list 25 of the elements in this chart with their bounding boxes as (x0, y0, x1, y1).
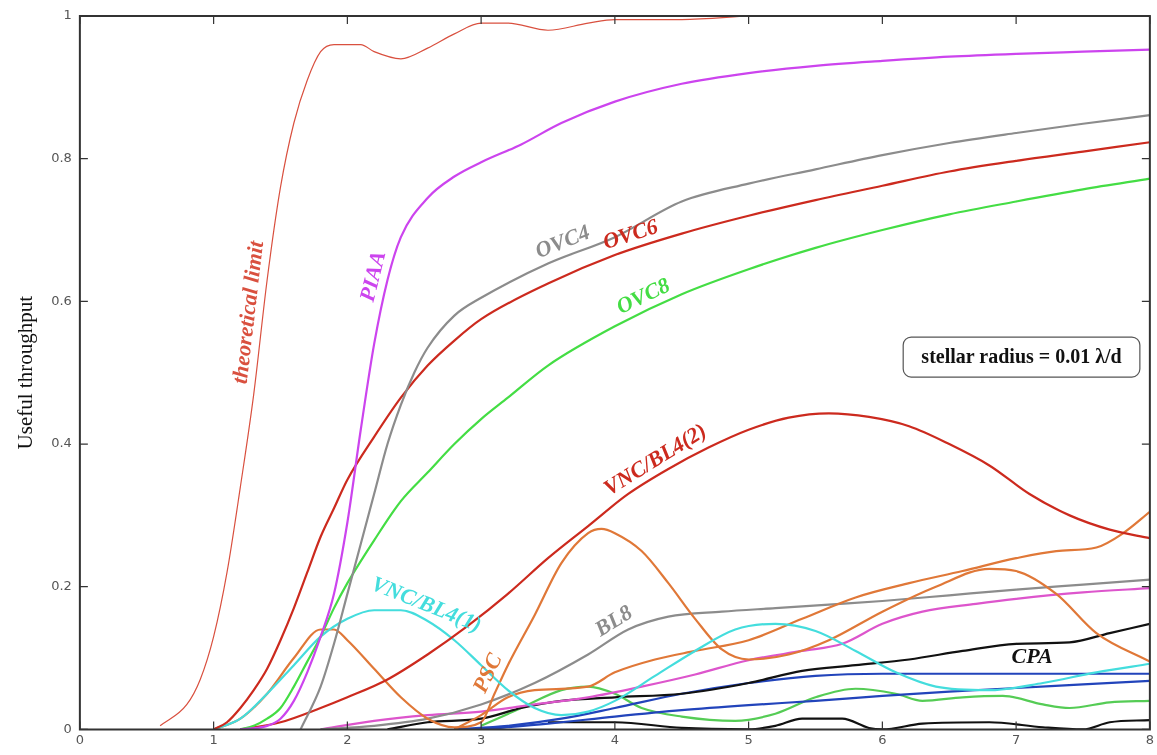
y-tick-label: 0 (63, 720, 72, 736)
text: OVC4 (531, 218, 593, 263)
y-tick-label: 0.6 (51, 292, 72, 308)
text: PIAA (353, 248, 391, 306)
x-tick-label: 6 (878, 731, 887, 747)
x-tick-label: 3 (476, 731, 486, 747)
y-axis-title: Useful throughput (13, 295, 38, 450)
y-tick-label: 1 (63, 7, 72, 23)
x-tick-label: 2 (343, 731, 352, 747)
series-label: CPA (1011, 643, 1053, 669)
y-tick-label: 0.4 (51, 435, 72, 451)
y-tick-label: 0.2 (51, 578, 72, 594)
x-tick-label: 7 (1011, 731, 1021, 747)
y-tick-label: 0.8 (51, 150, 72, 166)
text: theoretical limit (226, 238, 269, 386)
x-tick-label: 4 (610, 731, 620, 747)
x-tick-label: 0 (75, 731, 85, 747)
text: PSC (466, 648, 507, 698)
x-tick-label: 5 (744, 731, 753, 747)
x-tick-label: 1 (209, 731, 218, 747)
text: BL8 (589, 599, 637, 642)
text: OVC8 (612, 271, 674, 319)
x-tick-label: 8 (1145, 731, 1155, 747)
text: OVC6 (599, 213, 661, 254)
annotation: stellar radius = 0.01 λ/d (921, 345, 1122, 368)
